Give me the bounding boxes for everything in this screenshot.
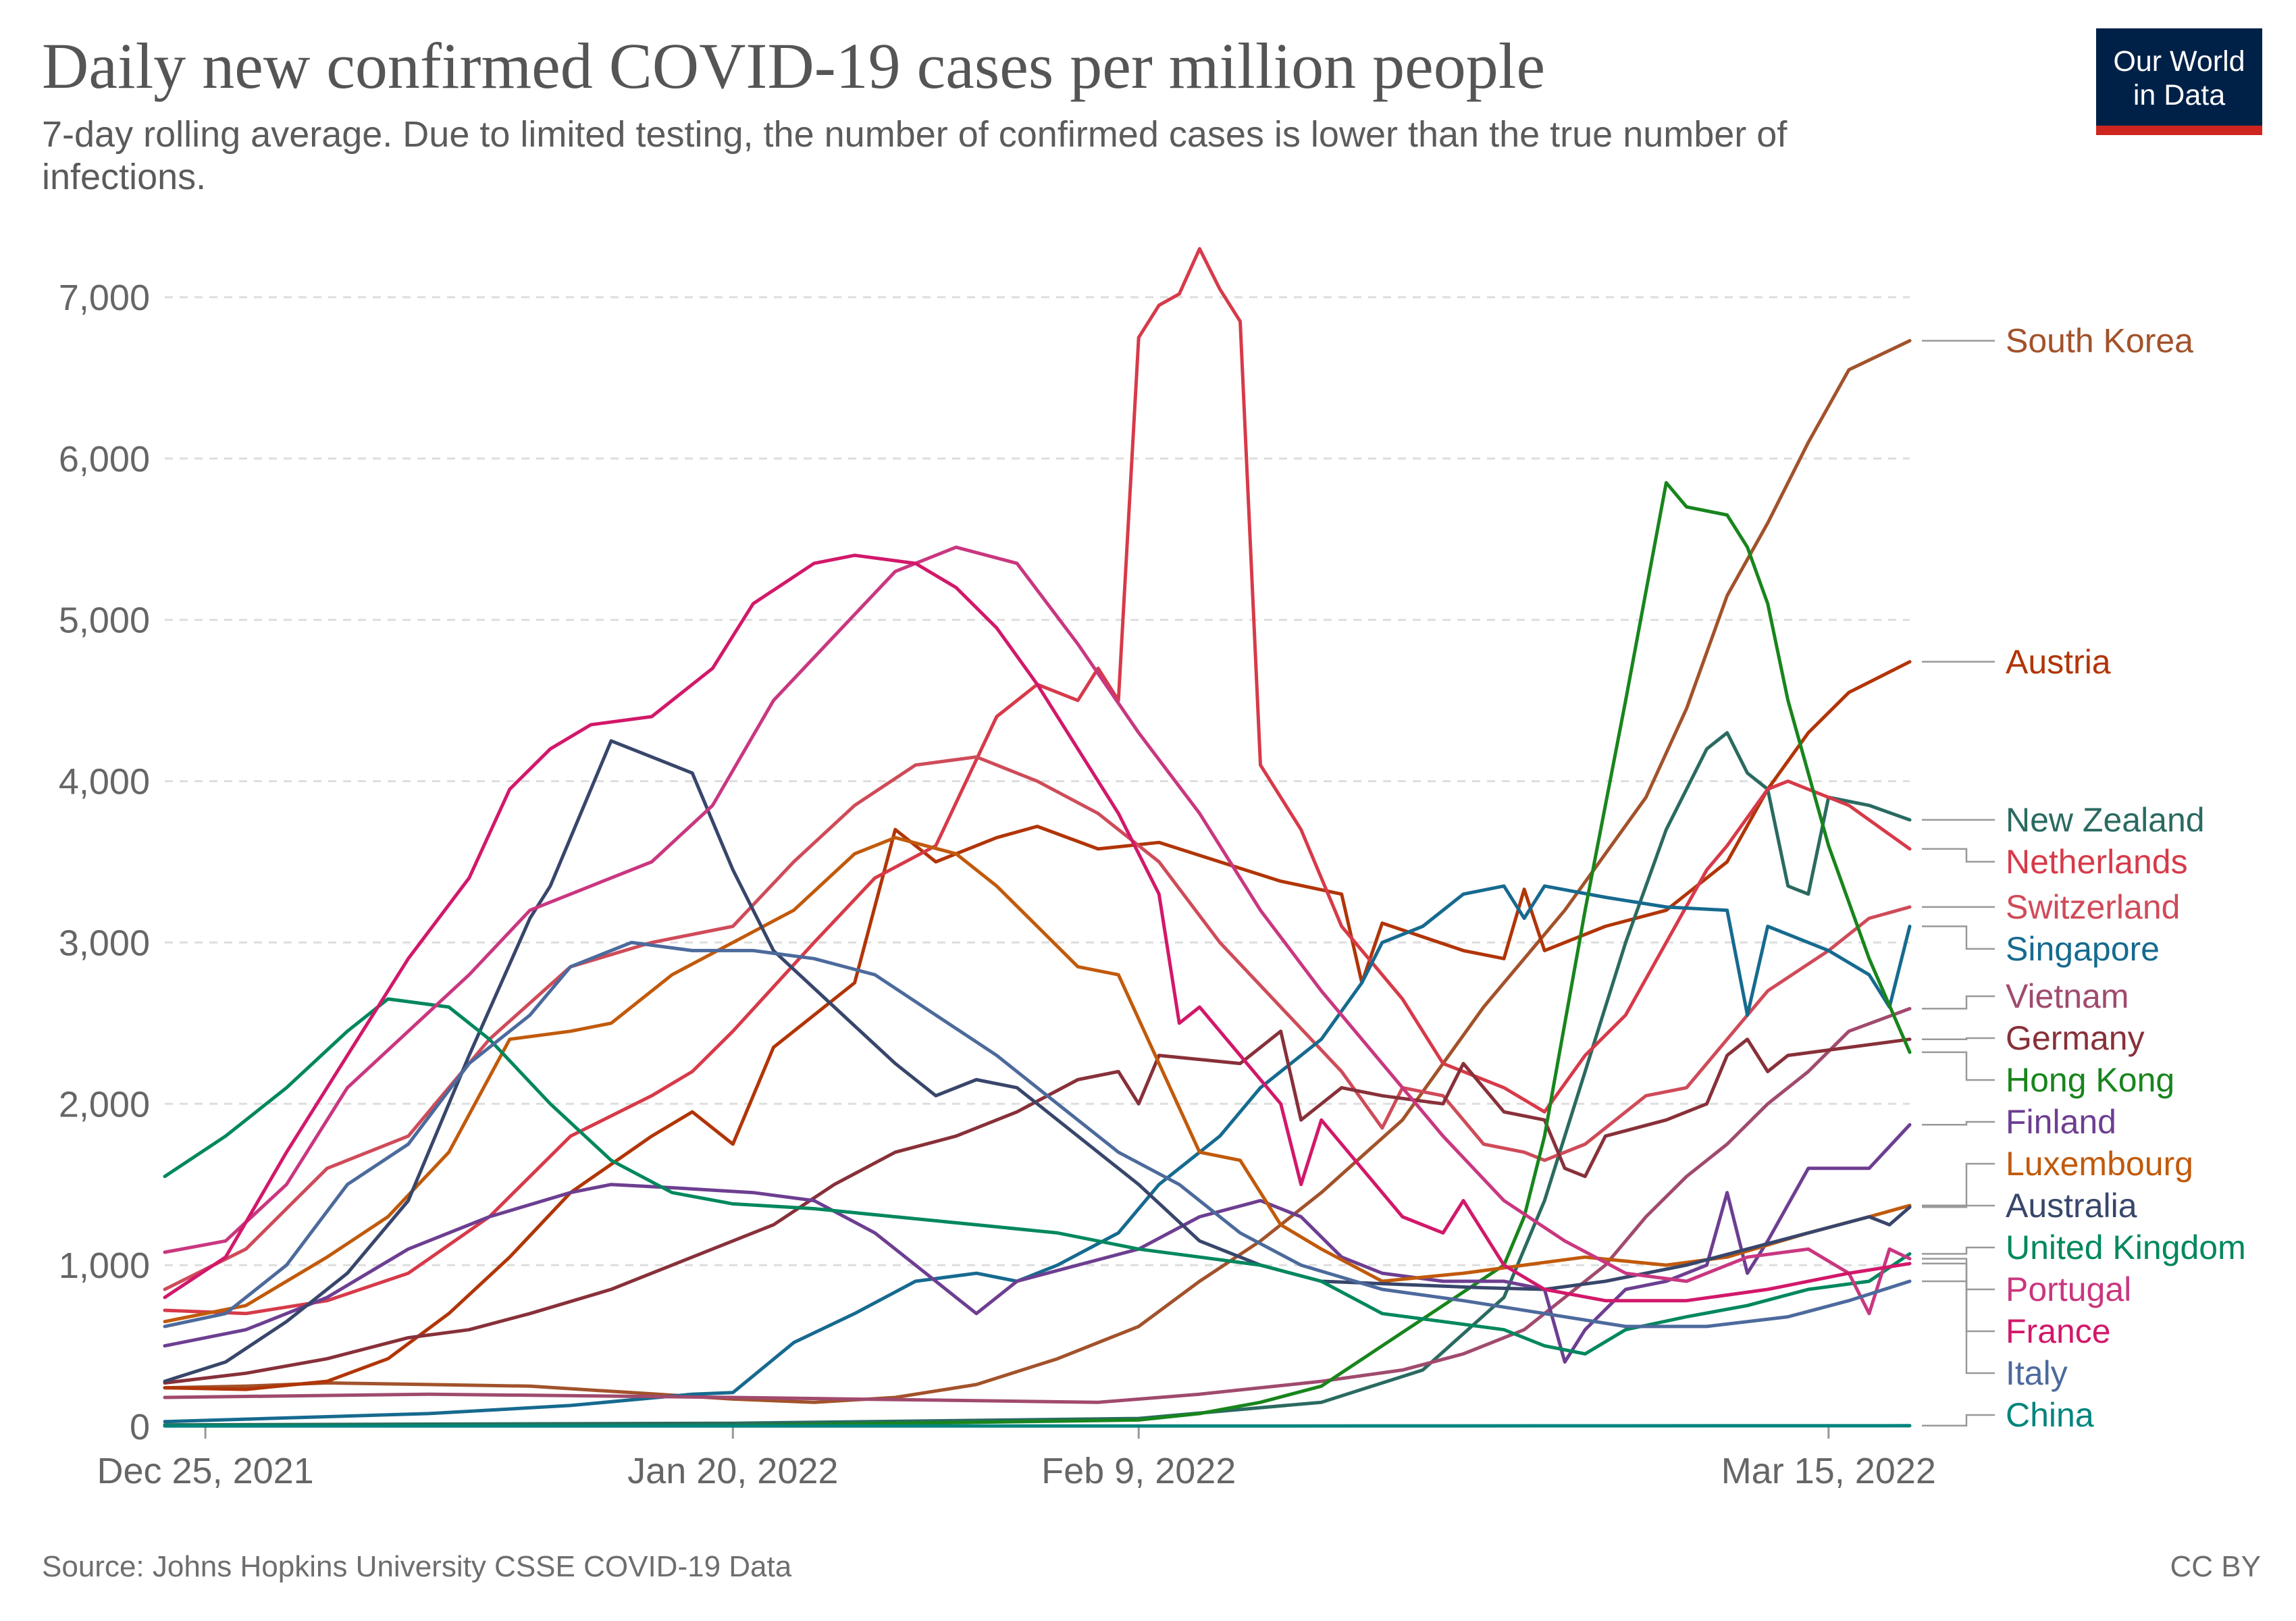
- source-note: Source: Johns Hopkins University CSSE CO…: [42, 1550, 792, 1583]
- series-line[interactable]: [163, 1123, 1912, 1364]
- x-tick-label: Jan 20, 2022: [627, 1451, 838, 1491]
- series-line[interactable]: [163, 247, 1912, 1316]
- y-tick-label: 7,000: [59, 278, 150, 318]
- label-leader-line: [1922, 848, 1995, 863]
- series-line[interactable]: [163, 1029, 1912, 1385]
- series-label[interactable]: Finland: [2006, 1103, 2116, 1141]
- series-line[interactable]: [163, 545, 1912, 1316]
- logo-accent-bar: [2096, 126, 2262, 135]
- series-label[interactable]: France: [2006, 1312, 2111, 1350]
- label-leader-line: [1922, 1162, 1995, 1207]
- series-label[interactable]: Vietnam: [2006, 977, 2129, 1015]
- x-tick-label: Feb 9, 2022: [1041, 1451, 1236, 1491]
- chart-title: Daily new confirmed COVID-19 cases per m…: [42, 30, 1546, 102]
- y-tick-label: 0: [130, 1407, 150, 1447]
- series-label[interactable]: Australia: [2006, 1187, 2137, 1225]
- label-leader-line: [1922, 1280, 1995, 1374]
- series-line[interactable]: [163, 731, 1912, 1427]
- logo-line-1: Our World: [2113, 45, 2245, 78]
- y-tick-label: 5,000: [59, 600, 150, 641]
- series-label[interactable]: Switzerland: [2006, 888, 2180, 926]
- label-leader-line: [1922, 925, 1995, 950]
- series-lines: [163, 247, 1912, 1428]
- series-line[interactable]: [163, 884, 1912, 1424]
- x-tick-label: Dec 25, 2021: [97, 1451, 313, 1491]
- chart-subtitle: 7-day rolling average. Due to limited te…: [42, 114, 1788, 197]
- label-leader-line: [1922, 1051, 1995, 1081]
- series-line[interactable]: [163, 481, 1912, 1428]
- y-tick-label: 3,000: [59, 923, 150, 963]
- label-leader-line: [1922, 1262, 1995, 1333]
- y-tick-label: 4,000: [59, 762, 150, 802]
- series-label[interactable]: Singapore: [2006, 930, 2160, 968]
- series-line[interactable]: [163, 553, 1912, 1303]
- y-tick-label: 2,000: [59, 1084, 150, 1125]
- series-label[interactable]: Portugal: [2006, 1270, 2131, 1308]
- series-label[interactable]: Luxembourg: [2006, 1145, 2193, 1183]
- series-label[interactable]: United Kingdom: [2006, 1229, 2246, 1266]
- y-tick-label: 1,000: [59, 1245, 150, 1286]
- label-leader-line: [1922, 1414, 1995, 1427]
- series-label[interactable]: Netherlands: [2006, 843, 2188, 881]
- label-leader-line: [1922, 1121, 1995, 1126]
- series-line[interactable]: [163, 940, 1912, 1329]
- license-link[interactable]: CC BY: [2170, 1550, 2261, 1583]
- series-label[interactable]: China: [2006, 1396, 2094, 1434]
- our-world-in-data-logo[interactable]: Our World in Data: [2096, 28, 2262, 135]
- series-line[interactable]: [163, 739, 1912, 1383]
- series-label[interactable]: Italy: [2006, 1354, 2068, 1392]
- series-label[interactable]: Austria: [2006, 643, 2111, 681]
- series-line[interactable]: [163, 660, 1912, 1391]
- series-label[interactable]: South Korea: [2006, 321, 2193, 359]
- series-labels: South Korea Austria New Zealand Netherlands…: [1922, 321, 2246, 1434]
- series-line[interactable]: [163, 1006, 1912, 1404]
- y-tick-label: 6,000: [59, 439, 150, 480]
- series-label[interactable]: New Zealand: [2006, 801, 2205, 839]
- label-leader-line: [1922, 995, 1995, 1010]
- series-label[interactable]: Hong Kong: [2006, 1061, 2174, 1099]
- label-leader-line: [1922, 1037, 1995, 1040]
- axes: 0 1,000 2,000 3,000 4,000 5,000 6,000 7,000 Dec …: [59, 278, 1936, 1491]
- x-tick-label: Mar 15, 2022: [1721, 1451, 1936, 1491]
- series-line[interactable]: [163, 755, 1912, 1291]
- series-label[interactable]: Germany: [2006, 1019, 2145, 1057]
- label-leader-line: [1922, 1204, 1995, 1208]
- series-line[interactable]: [163, 339, 1912, 1404]
- logo-line-2: in Data: [2133, 79, 2226, 111]
- series-line[interactable]: [163, 835, 1912, 1324]
- label-leader-line: [1922, 1246, 1995, 1255]
